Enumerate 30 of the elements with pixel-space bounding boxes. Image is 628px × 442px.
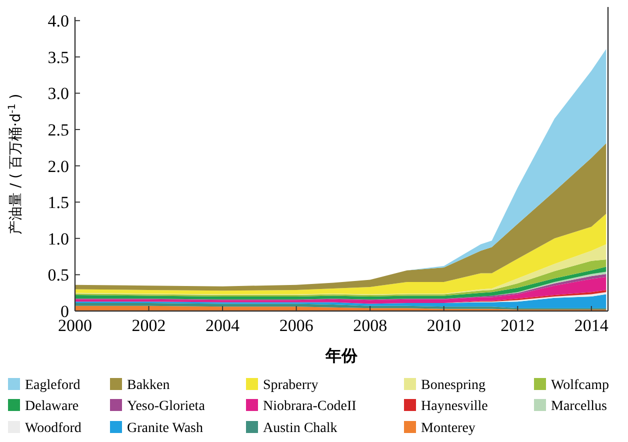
x-tick-label: 2010	[426, 316, 461, 335]
legend-label: Niobrara-CodeII	[263, 399, 357, 414]
y-tick-label: 3.5	[48, 48, 69, 67]
legend-label: Haynesville	[421, 399, 488, 414]
y-tick-label: 1.5	[48, 193, 69, 212]
y-tick-label: 3.0	[48, 84, 69, 104]
x-tick-label: 2002	[132, 316, 166, 335]
y-tick-label: 0.5	[48, 266, 69, 285]
x-tick-label: 2012	[500, 316, 535, 335]
legend-label: Delaware	[25, 399, 79, 414]
legend-label: Granite Wash	[127, 421, 203, 436]
legend-label: Bakken	[127, 378, 170, 393]
x-tick-label: 2008	[353, 316, 388, 335]
y-tick-label: 1.0	[48, 229, 69, 248]
x-tick-label: 2004	[206, 316, 240, 335]
legend-label: Woodford	[25, 421, 82, 436]
y-tick-label: 4.0	[48, 12, 69, 31]
x-axis-title: 年份	[324, 346, 358, 365]
y-tick-label: 2.0	[48, 156, 69, 176]
x-tick-label: 2006	[279, 316, 314, 335]
legend-label: Yeso-Glorieta	[127, 399, 206, 414]
legend-label: Marcellus	[551, 399, 607, 414]
y-tick-label: 2.5	[48, 120, 69, 140]
legend-label: Eagleford	[25, 378, 80, 393]
legend-label: Monterey	[421, 421, 476, 436]
x-tick-label: 2014	[574, 316, 609, 335]
legend-label: Austin Chalk	[263, 421, 338, 436]
legend-label: Wolfcamp	[551, 378, 609, 393]
legend-label: Bonespring	[421, 378, 486, 393]
legend-label: Spraberry	[263, 378, 318, 393]
